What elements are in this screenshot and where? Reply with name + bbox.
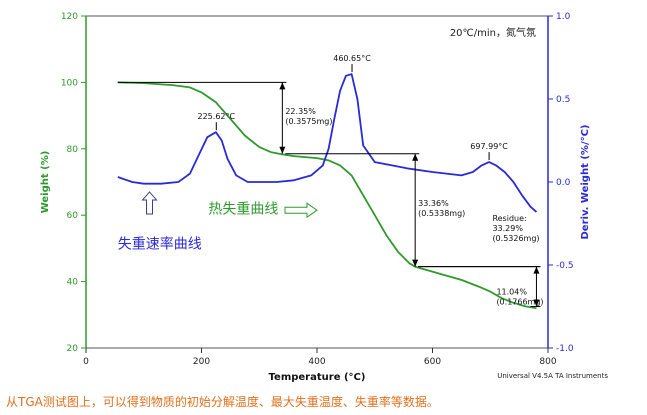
weight-curve-label: 热失重曲线 — [208, 202, 278, 218]
x-tick-label: 0 — [83, 357, 89, 367]
y-right-tick-label: 0.5 — [556, 95, 570, 105]
step-arrow-head-top — [412, 153, 419, 161]
y-left-tick-label: 80 — [67, 145, 79, 155]
step-arrow-head-bottom — [533, 299, 540, 307]
y-right-axis-title: Deriv. Weight (%/°C) — [580, 125, 591, 240]
y-left-tick-label: 100 — [61, 78, 78, 88]
y-right-tick-label: -1.0 — [556, 344, 574, 354]
tga-chart-svg: 0 200 400 600 800 20 40 60 80 100 120 -1.0 -0.5 0.0 0.… — [40, 12, 608, 383]
deriv-weight-curve — [117, 73, 538, 213]
step-arrow-head-top — [279, 82, 286, 90]
y-left-axis-title: Weight (%) — [40, 151, 51, 214]
residue-label: 33.29% — [492, 224, 523, 233]
step-arrow-head-bottom — [279, 146, 286, 154]
step-label: 11.04% — [496, 288, 527, 297]
peak-label: 697.99°C — [470, 142, 508, 151]
tga-chart: 0 200 400 600 800 20 40 60 80 100 120 -1.0 -0.5 0.0 0.… — [40, 12, 608, 383]
x-tick-label: 400 — [308, 357, 325, 367]
residue-label: (0.5326mg) — [492, 234, 539, 243]
x-tick-label: 600 — [424, 357, 441, 367]
step-label: 22.35% — [285, 107, 316, 116]
residue-label: Residue: — [492, 214, 526, 223]
deriv-curve-label: 失重速率曲线 — [118, 235, 202, 252]
step-label: 33.36% — [418, 199, 449, 208]
weight-curve — [117, 81, 537, 310]
weight-label-arrow — [284, 202, 318, 219]
y-left-tick-label: 20 — [67, 344, 79, 354]
chart-caption: 从TGA测试图上，可以得到物质的初始分解温度、最大失重温度、失重率等数据。 — [6, 395, 439, 409]
x-tick-label: 800 — [539, 357, 556, 367]
y-left-tick-label: 60 — [67, 211, 79, 221]
x-axis-title: Temperature (°C) — [269, 372, 366, 383]
x-tick-label: 200 — [193, 357, 210, 367]
step-label: (0.3575mg) — [285, 117, 332, 126]
deriv-label-arrow — [141, 191, 158, 215]
peak-label: 225.62°C — [198, 112, 236, 121]
y-right-tick-label: 0.0 — [556, 178, 571, 188]
y-right-tick-label: 1.0 — [556, 12, 571, 22]
instrument-footer: Universal V4.5A TA Instruments — [497, 372, 608, 380]
y-right-tick-label: -0.5 — [556, 261, 574, 271]
step-label: (0.1766mg) — [496, 298, 543, 307]
plot-frame — [85, 15, 549, 349]
step-label: (0.5338mg) — [418, 209, 465, 218]
y-left-tick-label: 40 — [67, 278, 79, 288]
step-arrow-head-top — [533, 266, 540, 274]
step-arrow-head-bottom — [412, 259, 419, 267]
condition-label: 20℃/min，氮气氛 — [450, 26, 536, 39]
peak-label: 460.65°C — [333, 54, 371, 63]
y-left-tick-label: 120 — [61, 12, 78, 22]
